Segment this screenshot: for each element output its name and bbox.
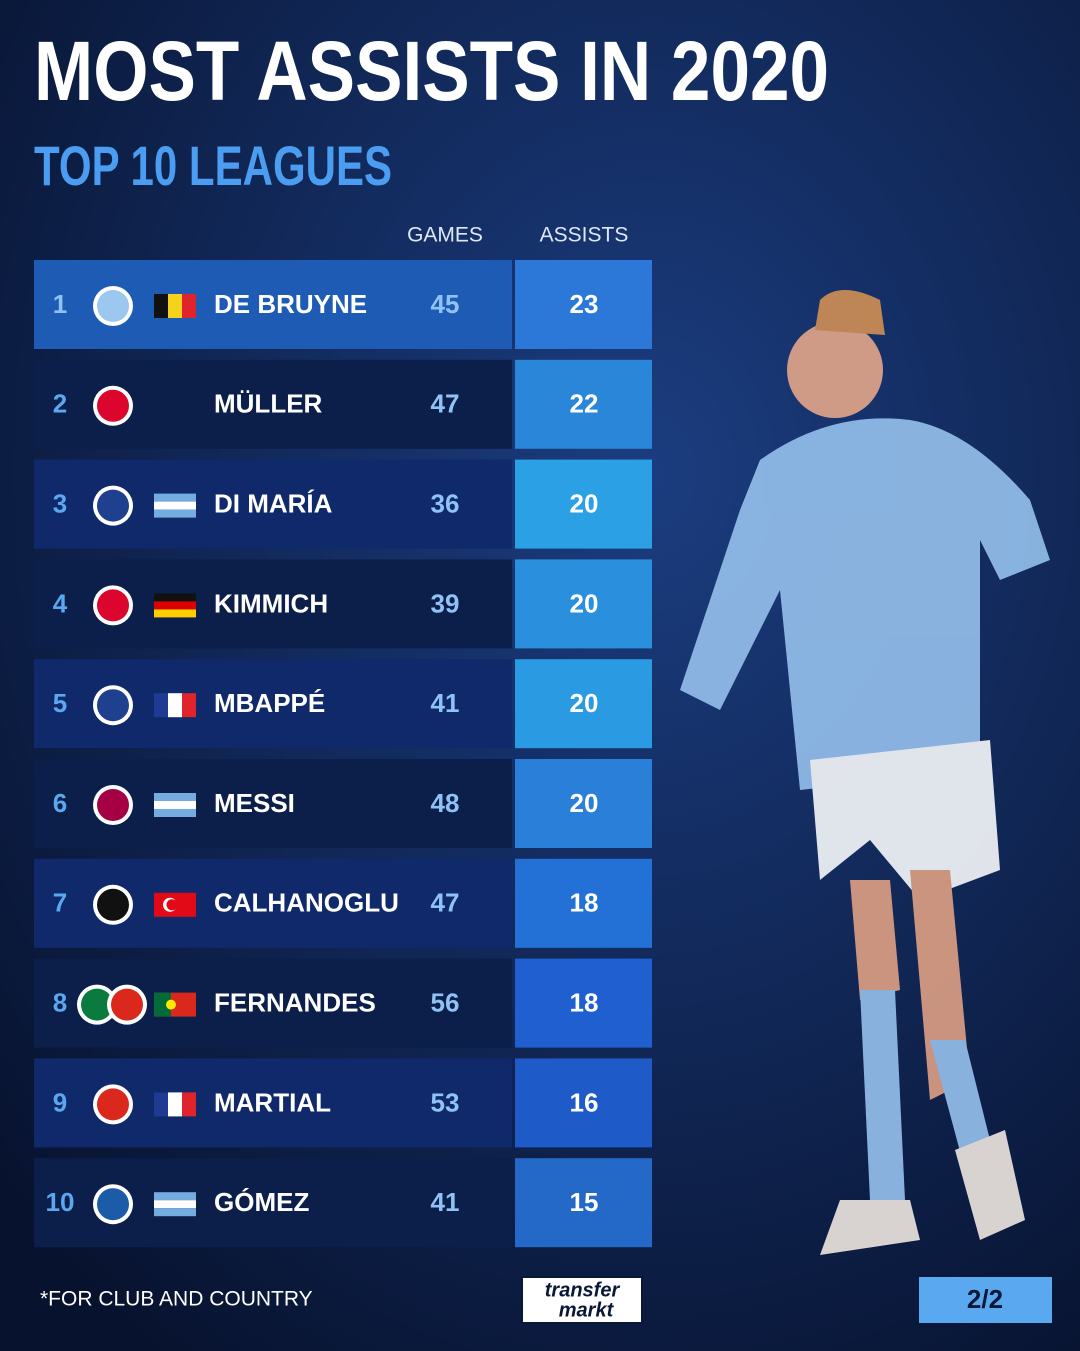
flag [168, 693, 182, 718]
brand-text: transfer [545, 1279, 621, 1301]
flag [154, 809, 196, 817]
player-name: MÜLLER [214, 389, 323, 419]
assists: 22 [570, 389, 599, 419]
assists: 20 [570, 488, 599, 518]
player-name: MARTIAL [214, 1087, 331, 1117]
assists-cell [515, 1158, 652, 1248]
rank: 9 [53, 1087, 67, 1117]
assists: 20 [570, 788, 599, 818]
flag [182, 294, 196, 318]
games: 48 [431, 788, 460, 818]
rank: 3 [53, 488, 67, 518]
assists-cell [515, 359, 652, 449]
flag [166, 899, 178, 911]
player-name: DI MARÍA [214, 488, 333, 518]
flag [154, 593, 196, 602]
brand-logo [521, 1276, 643, 1324]
flag [154, 294, 168, 318]
games: 47 [431, 389, 460, 419]
assists-cell [515, 1058, 652, 1148]
games: 56 [431, 987, 460, 1017]
club-crest [97, 389, 129, 422]
player-name: CALHANOGLU [214, 888, 399, 918]
club-crest [97, 888, 129, 921]
assists-cell [515, 858, 652, 948]
games: 41 [431, 1187, 460, 1217]
assists-cell [515, 559, 652, 649]
games: 39 [431, 588, 460, 618]
rank: 6 [53, 788, 67, 818]
rank: 5 [53, 688, 67, 718]
assists-cell [515, 958, 652, 1048]
flag [154, 1092, 168, 1117]
page-indicator-box [919, 1277, 1052, 1323]
club-crest [97, 489, 129, 522]
flag [154, 493, 196, 502]
assists: 23 [570, 289, 599, 319]
club-crest [97, 689, 129, 722]
flag [154, 693, 168, 718]
games: 45 [431, 289, 460, 319]
rank: 2 [53, 389, 67, 419]
club-crest [81, 988, 113, 1021]
assists: 18 [570, 987, 599, 1017]
flag [154, 1192, 196, 1201]
column-header: ASSISTS [540, 224, 629, 247]
assists-cell [515, 459, 652, 549]
player-name: DE BRUYNE [214, 289, 367, 319]
brand-text: markt [559, 1299, 615, 1321]
rank: 10 [46, 1187, 75, 1217]
flag [168, 294, 182, 318]
title: MOST ASSISTS IN 2020 [34, 24, 829, 118]
games: 47 [431, 888, 460, 918]
flag [166, 999, 176, 1010]
club-crest [97, 589, 129, 622]
rank: 8 [53, 987, 67, 1017]
flag [154, 1200, 196, 1209]
assists-cell [515, 759, 652, 848]
flag [182, 693, 196, 718]
club-crest [97, 1088, 129, 1121]
footnote: *FOR CLUB AND COUNTRY [40, 1288, 313, 1311]
table: 1 DE BRUYNE 45 23 2 MÜLLER 47 22 3 DI MARÍA 36 20 4 K… [34, 260, 652, 1248]
assists: 18 [570, 888, 599, 918]
column-header: GAMES [407, 224, 483, 247]
assists: 15 [570, 1187, 599, 1217]
rank: 7 [53, 888, 67, 918]
club-crest [97, 290, 129, 322]
assists-cell [515, 260, 652, 349]
player-figure [680, 290, 1050, 1255]
flag [154, 992, 171, 1017]
assists: 20 [570, 688, 599, 718]
flag [168, 1092, 182, 1117]
club-crest [97, 1188, 129, 1221]
club-crest [111, 988, 143, 1021]
player-name: FERNANDES [214, 987, 376, 1017]
subtitle: TOP 10 LEAGUES [34, 134, 392, 197]
player-name: MBAPPÉ [214, 688, 325, 718]
games: 36 [431, 488, 460, 518]
assists-cell [515, 659, 652, 749]
games: 53 [431, 1087, 460, 1117]
flag [154, 609, 196, 618]
assists: 20 [570, 588, 599, 618]
player-name: MESSI [214, 788, 295, 818]
flag [154, 793, 196, 801]
player-name: GÓMEZ [214, 1187, 309, 1217]
flag [154, 509, 196, 518]
flag [154, 801, 196, 809]
player-name: KIMMICH [214, 588, 328, 618]
flag [182, 1092, 196, 1117]
assists: 16 [570, 1087, 599, 1117]
page-indicator: 2/2 [967, 1284, 1003, 1314]
rank: 1 [53, 289, 67, 319]
flag [154, 1208, 196, 1217]
rank: 4 [53, 588, 68, 618]
club-crest [97, 789, 129, 821]
games: 41 [431, 688, 460, 718]
flag [154, 501, 196, 510]
flag [154, 601, 196, 610]
